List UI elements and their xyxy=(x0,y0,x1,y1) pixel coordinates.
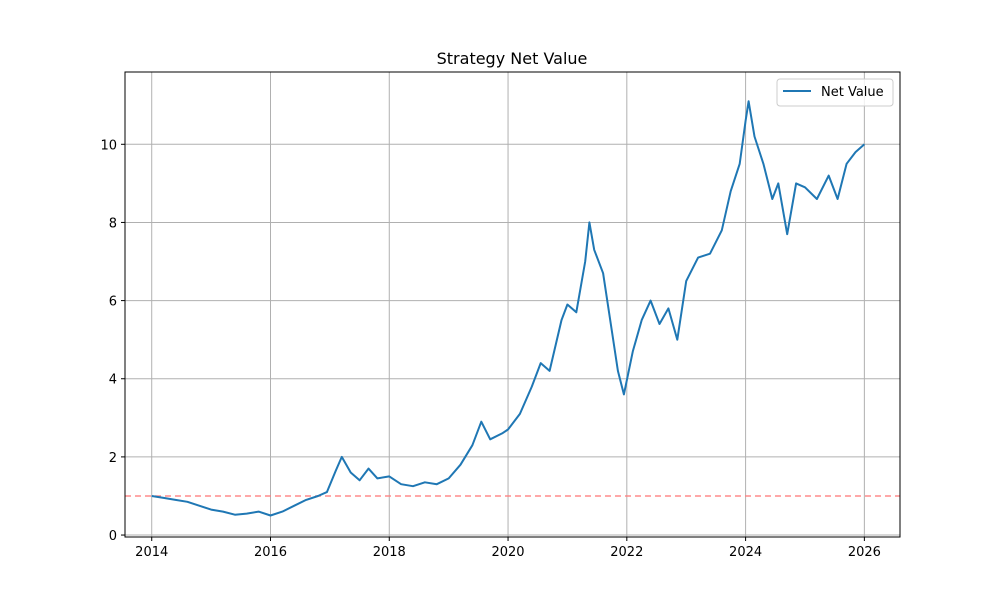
series-line-net-value xyxy=(151,100,866,517)
y-tick-label: 0 xyxy=(109,529,117,544)
x-tick-label: 2016 xyxy=(254,545,287,560)
y-tick-label: 8 xyxy=(109,216,117,231)
y-tick-label: 10 xyxy=(100,138,117,153)
y-tick-label: 6 xyxy=(109,295,117,310)
legend-box xyxy=(776,78,894,107)
series-group xyxy=(151,100,866,517)
grid-lines xyxy=(125,72,900,537)
chart-title: Strategy Net Value xyxy=(437,49,588,68)
y-axis: 0 2 4 6 8 10 xyxy=(100,138,125,544)
x-tick-label: 2018 xyxy=(373,545,406,560)
x-tick-label: 2014 xyxy=(135,545,168,560)
plot-area-frame xyxy=(124,71,901,538)
x-tick-label: 2020 xyxy=(491,545,524,560)
legend-label-net-value: Net Value xyxy=(821,85,884,100)
y-tick-label: 2 xyxy=(109,451,117,466)
legend: Net Value xyxy=(776,78,894,107)
x-tick-label: 2024 xyxy=(729,545,762,560)
y-tick-label: 4 xyxy=(109,373,117,388)
x-axis: 2014 2016 2018 2020 2022 2024 2026 xyxy=(135,537,881,560)
x-tick-label: 2022 xyxy=(610,545,643,560)
x-tick-label: 2026 xyxy=(848,545,881,560)
